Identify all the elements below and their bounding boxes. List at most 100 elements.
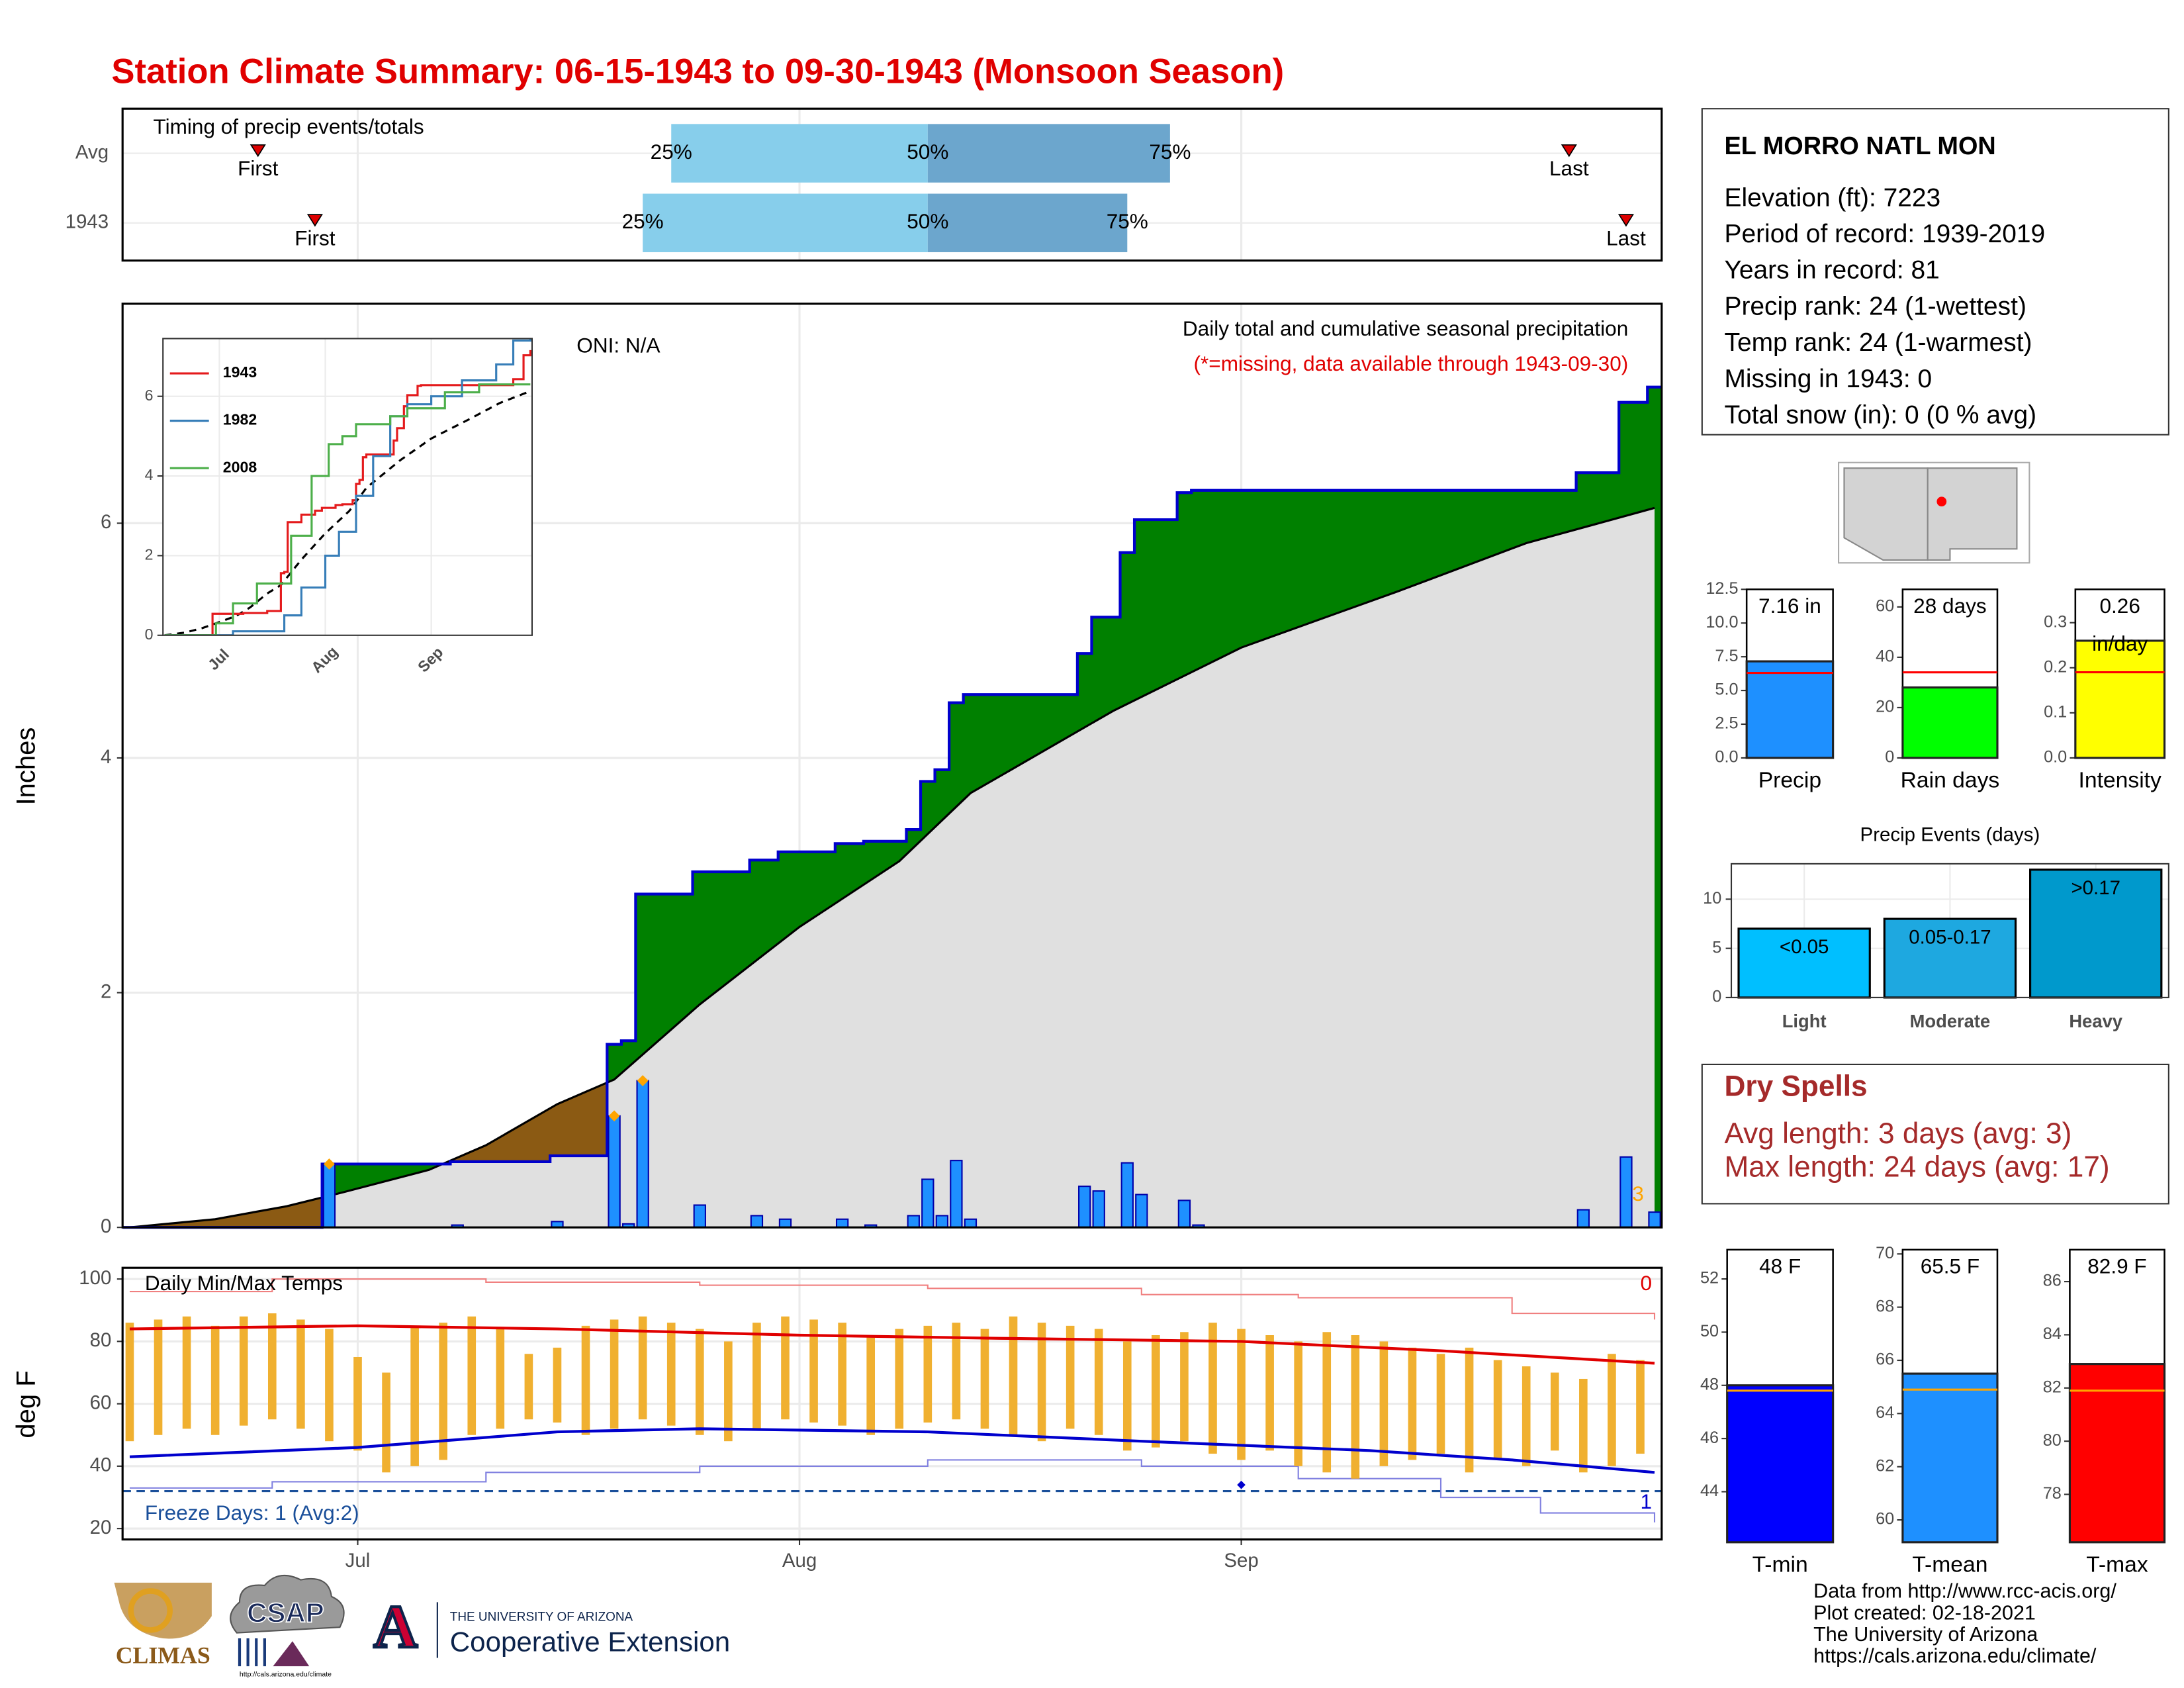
daily-bar [1576, 1209, 1590, 1229]
y-tick-label: 86 [2043, 1272, 2062, 1290]
temp-range-bar [325, 1329, 334, 1442]
temp-range-bar [524, 1354, 533, 1420]
y-axis-label: deg F [12, 1370, 41, 1438]
y-tick-label: 64 [1876, 1403, 1894, 1422]
row-label: Avg [75, 141, 109, 163]
quantile-label: 75% [1107, 209, 1148, 233]
temp-range-bar [1493, 1360, 1502, 1460]
csap-bars [238, 1638, 266, 1667]
y-tick-label: 5.0 [1715, 680, 1738, 699]
y-tick-label: 10.0 [1706, 613, 1738, 632]
remaining-box [1901, 1248, 1999, 1375]
y-tick-label: 6 [101, 511, 111, 533]
panel-subtitle: Daily total and cumulative seasonal prec… [1183, 316, 1628, 340]
y-tick-label: 60 [1876, 597, 1894, 616]
quantile-label: 50% [907, 140, 948, 164]
last-label: Last [1549, 156, 1589, 180]
temp-range-bar [553, 1347, 562, 1423]
temp-range-bar [1408, 1347, 1417, 1460]
remaining-box [2074, 588, 2165, 642]
temp-range-bar [610, 1319, 619, 1429]
events-frame [1730, 863, 2169, 998]
y-tick-label: 0.3 [2044, 612, 2067, 631]
panel-frame [121, 1266, 1663, 1541]
hot-count: 0 [1640, 1271, 1652, 1295]
panel-frame [121, 303, 1663, 1229]
temp-range-bar [1152, 1335, 1160, 1448]
value-label: 0.26 [2099, 594, 2140, 618]
temp-range-bar [1636, 1360, 1645, 1454]
footer-line: The University of Arizona [1813, 1623, 2038, 1646]
event-bar [1883, 917, 2017, 999]
station-line: Years in record: 81 [1724, 256, 1939, 285]
summary-bar [1901, 686, 1999, 759]
temp-range-bar [496, 1329, 505, 1429]
oni-label: ONI: N/A [576, 333, 660, 357]
y-tick-label: 20 [90, 1517, 112, 1538]
summary-label: T-mean [1912, 1552, 1987, 1577]
temp-range-bar [1037, 1323, 1046, 1442]
y-tick-label: 2 [145, 545, 154, 563]
daily-bar [964, 1218, 978, 1229]
temp-range-bar [182, 1316, 191, 1429]
x-tick-label: Jul [345, 1550, 371, 1571]
temp-range-bar [410, 1325, 419, 1466]
dry-spells-box [1701, 1063, 2169, 1205]
temp-title: Daily Min/Max Temps [145, 1271, 343, 1295]
y-tick-label: 80 [90, 1329, 112, 1351]
y-tick-label: 0.0 [1715, 748, 1738, 767]
temp-range-bar [296, 1319, 305, 1429]
y-tick-label: 100 [79, 1267, 111, 1289]
temp-range-bar [1436, 1354, 1445, 1454]
daily-bar [1078, 1186, 1091, 1229]
quantile-label: 25% [622, 209, 664, 233]
average-area [129, 508, 1655, 1228]
x-tick-label: Light [1782, 1011, 1827, 1031]
remaining-box [1745, 588, 1834, 663]
y-tick-label: 6 [145, 387, 154, 404]
temp-range-bar [267, 1313, 277, 1420]
temp-range-bar [1009, 1316, 1018, 1435]
daily-bar [1120, 1162, 1134, 1229]
summary-label: T-min [1752, 1552, 1808, 1577]
x-tick-label: Moderate [1910, 1011, 1991, 1031]
temp-range-bar [1294, 1341, 1302, 1466]
late-half [927, 193, 1128, 252]
csap-cloud [230, 1574, 345, 1634]
panel-note: (*=missing, data available through 1943-… [1194, 352, 1629, 375]
temp-range-bar [1465, 1347, 1474, 1473]
temp-range-bar [1265, 1335, 1274, 1451]
daily-bar [921, 1178, 934, 1229]
y-tick-label: 48 [1700, 1375, 1719, 1393]
daily-bar [608, 1115, 621, 1229]
timing-frame [121, 107, 1663, 262]
quantile-label: 25% [651, 140, 692, 164]
summary-bar [1726, 1384, 1835, 1544]
y-tick-label: 7.5 [1715, 647, 1738, 665]
legend-label: 1982 [223, 411, 257, 428]
first-marker [306, 214, 323, 227]
y-tick-label: 0.2 [2044, 657, 2067, 676]
inset-panel [163, 338, 532, 635]
y-tick-label: 40 [90, 1454, 112, 1476]
arizona [1843, 467, 1929, 561]
temp-range-bar [980, 1329, 989, 1429]
y-tick-label: 2.5 [1715, 714, 1738, 733]
summary-bar [1745, 660, 1835, 759]
first-label: First [238, 156, 279, 180]
daily-bar [322, 1163, 336, 1229]
temp-range-bar [239, 1316, 248, 1426]
temp-range-bar [952, 1323, 961, 1420]
daily-bar [1092, 1190, 1105, 1229]
events-title: Precip Events (days) [1860, 824, 2040, 846]
value-label: 48 F [1759, 1254, 1801, 1278]
value-label: 65.5 F [1921, 1254, 1979, 1278]
y-tick-label: 40 [1876, 647, 1894, 666]
university-text: THE UNIVERSITY OF ARIZONA [450, 1610, 633, 1624]
daily-bar [950, 1160, 963, 1229]
timing-title: Timing of precip events/totals [154, 115, 424, 138]
summary-bar [2068, 1363, 2166, 1544]
early-half [671, 124, 928, 183]
station-name: EL MORRO NATL MON [1724, 132, 1995, 160]
